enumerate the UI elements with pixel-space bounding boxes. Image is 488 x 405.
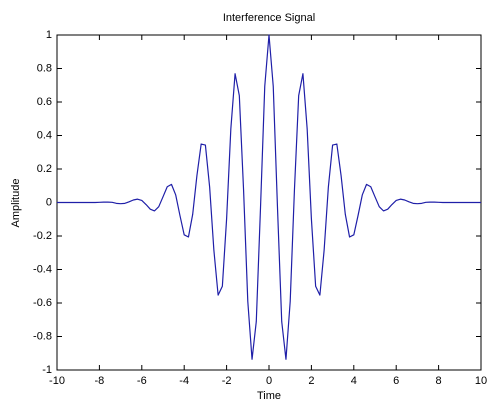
x-tick-label: 0 <box>266 375 272 387</box>
x-tick-label: -4 <box>179 375 189 387</box>
x-tick-label: 8 <box>436 375 442 387</box>
y-tick-label: -0.4 <box>33 263 52 275</box>
y-tick-label: 0 <box>46 196 52 208</box>
y-tick-label: 0.6 <box>37 96 52 108</box>
x-tick-label: 2 <box>308 375 314 387</box>
x-tick-label: 10 <box>475 375 487 387</box>
x-tick-label: -8 <box>95 375 105 387</box>
y-tick-label: 0.2 <box>37 163 52 175</box>
y-axis-label: Amplitude <box>10 179 22 228</box>
x-tick-label: -10 <box>49 375 65 387</box>
x-tick-label: 4 <box>351 375 357 387</box>
y-tick-label: -0.6 <box>33 297 52 309</box>
y-tick-label: -1 <box>42 364 52 376</box>
chart-title: Interference Signal <box>223 12 315 24</box>
x-axis-label: Time <box>257 390 281 402</box>
y-tick-label: -0.2 <box>33 230 52 242</box>
plot-area <box>56 34 482 371</box>
signal-line <box>57 34 481 360</box>
y-tick-label: 1 <box>46 29 52 41</box>
x-tick-label: -2 <box>222 375 232 387</box>
x-tick-label: 6 <box>393 375 399 387</box>
y-tick-label: 0.8 <box>37 62 52 74</box>
y-tick-label: -0.8 <box>33 330 52 342</box>
y-tick-label: 0.4 <box>37 129 52 141</box>
x-tick-label: -6 <box>137 375 147 387</box>
